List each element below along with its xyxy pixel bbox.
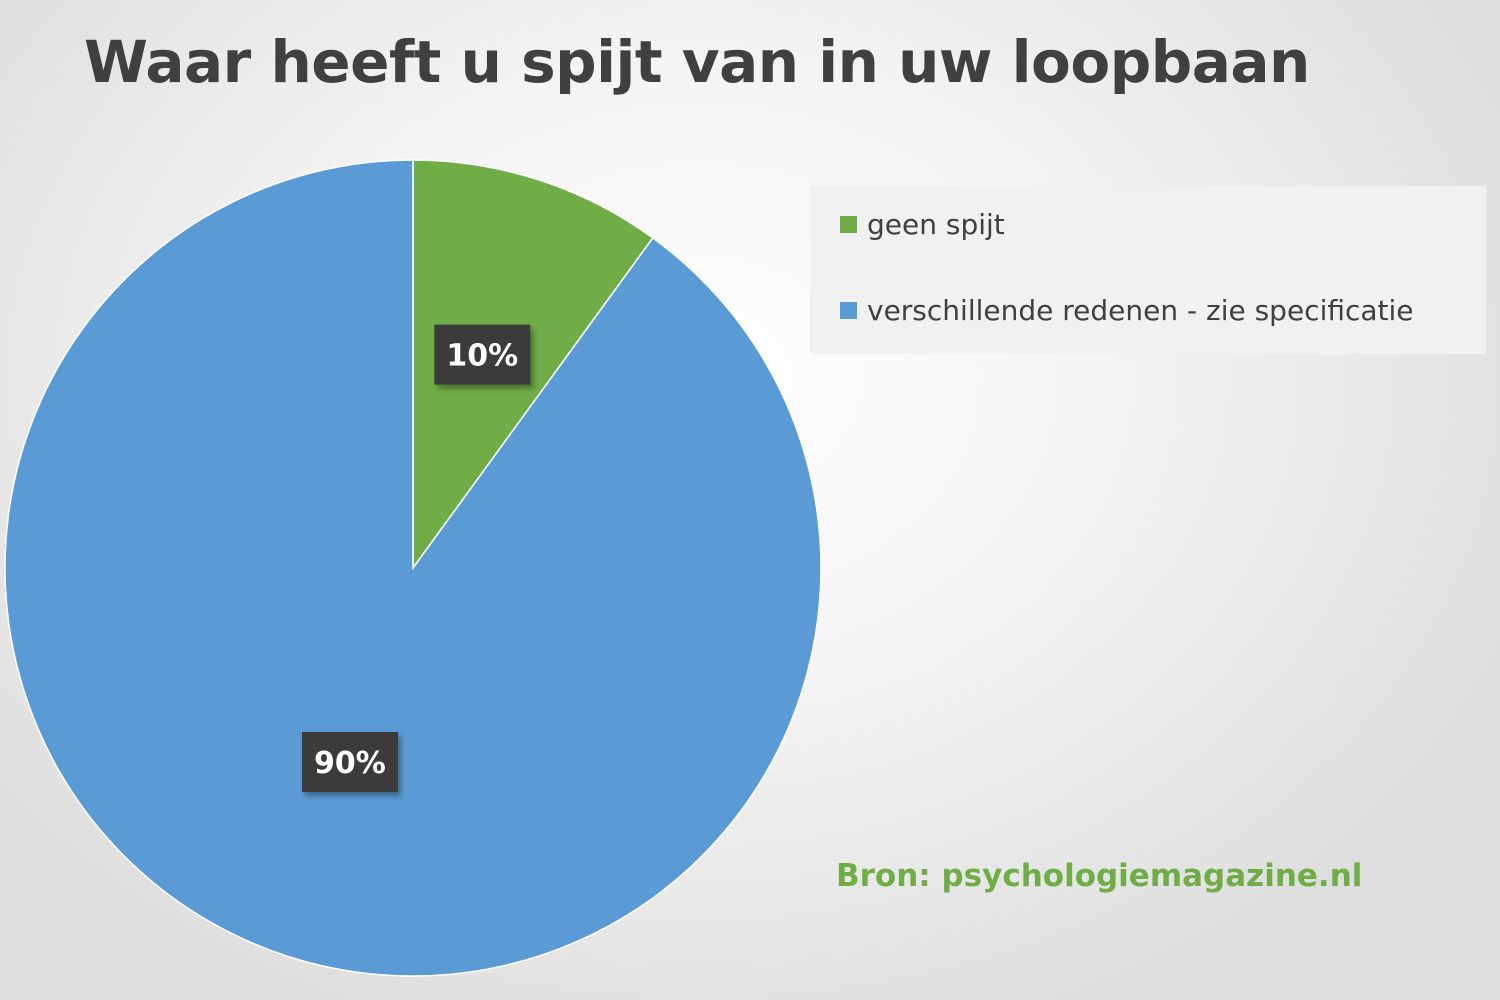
pie-slice-geen [412,159,654,571]
legend-label: geen spijt [867,208,1005,241]
data-label-text: 10% [446,339,518,374]
legend-item-verschillende-redenen: verschillende redenen - zie specificatie [840,294,1414,327]
data-label-text: 90% [314,746,386,781]
pie-slice-verschillende [4,159,822,977]
legend-swatch-blue [840,302,857,319]
data-label: 90% [301,732,398,793]
legend-item-geen-spijt: geen spijt [840,208,1005,241]
source-credit: Bron: psychologiemagazine.nl [836,858,1363,894]
data-label-box [301,732,398,793]
data-label-box [434,324,531,385]
chart-legend: geen spijt verschillende redenen - zie s… [810,186,1486,354]
chart-title: Waar heeft u spijt van in uw loopbaan [84,28,1310,96]
data-label: 10% [434,324,531,385]
legend-swatch-green [840,216,857,233]
legend-label: verschillende redenen - zie specificatie [867,294,1414,327]
